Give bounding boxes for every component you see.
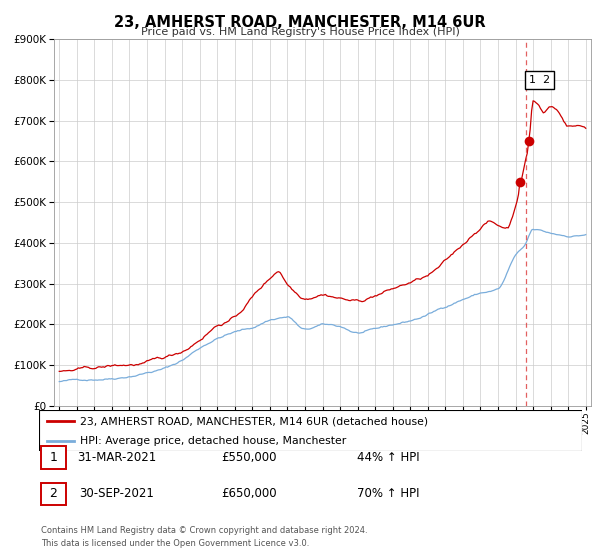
Text: £650,000: £650,000 <box>221 487 277 501</box>
Text: 2: 2 <box>49 487 58 501</box>
Text: HPI: Average price, detached house, Manchester: HPI: Average price, detached house, Manc… <box>80 436 346 446</box>
Text: 23, AMHERST ROAD, MANCHESTER, M14 6UR: 23, AMHERST ROAD, MANCHESTER, M14 6UR <box>114 15 486 30</box>
Text: Price paid vs. HM Land Registry's House Price Index (HPI): Price paid vs. HM Land Registry's House … <box>140 27 460 37</box>
Text: 1: 1 <box>49 451 58 464</box>
Text: 30-SEP-2021: 30-SEP-2021 <box>80 487 154 501</box>
Text: 1  2: 1 2 <box>529 75 550 85</box>
Text: £550,000: £550,000 <box>221 451 277 464</box>
Text: 31-MAR-2021: 31-MAR-2021 <box>77 451 157 464</box>
Text: 44% ↑ HPI: 44% ↑ HPI <box>357 451 419 464</box>
Text: 70% ↑ HPI: 70% ↑ HPI <box>357 487 419 501</box>
Text: Contains HM Land Registry data © Crown copyright and database right 2024.
This d: Contains HM Land Registry data © Crown c… <box>41 526 367 548</box>
Text: 23, AMHERST ROAD, MANCHESTER, M14 6UR (detached house): 23, AMHERST ROAD, MANCHESTER, M14 6UR (d… <box>80 417 428 426</box>
